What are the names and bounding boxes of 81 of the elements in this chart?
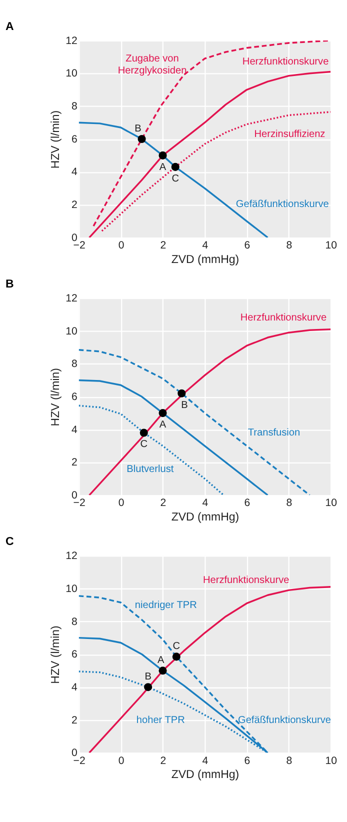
line-series	[88, 586, 331, 753]
x-tick-label: 10	[325, 497, 338, 510]
annotation: C	[140, 439, 148, 450]
x-tick-label: 0	[118, 754, 124, 767]
y-tick-label: 2	[72, 456, 78, 469]
point	[178, 389, 186, 398]
x-tick-label: 10	[325, 754, 338, 767]
chart-title: B	[6, 278, 14, 291]
point	[158, 666, 167, 675]
y-tick-label: 4	[72, 424, 78, 436]
y-tick-label: 8	[72, 100, 78, 113]
y-tick-label: 2	[72, 714, 78, 726]
series-label: Herzfunktionskurve	[202, 575, 290, 586]
x-tick-label: 0	[118, 240, 124, 252]
x-tick-label: −2	[73, 497, 86, 510]
annotation: C	[172, 641, 180, 652]
y-axis-title: HZV (l/min)	[50, 110, 62, 169]
x-axis-title: ZVD (mmHg)	[171, 254, 240, 266]
x-axis-title: ZVD (mmHg)	[171, 769, 240, 782]
x-tick-label: 2	[160, 497, 166, 510]
x-tick-label: 6	[244, 754, 250, 767]
x-tick-label: 4	[202, 497, 208, 510]
y-tick-label: 8	[72, 358, 78, 370]
x-tick-label: 10	[325, 240, 338, 252]
point	[144, 683, 152, 692]
line-series	[78, 348, 311, 496]
y-tick-label: 4	[72, 166, 78, 178]
x-tick-label: 8	[286, 754, 292, 767]
annotation: A	[159, 419, 166, 430]
series-label: Herzfunktionskurve	[240, 312, 327, 324]
line-series	[88, 328, 331, 496]
x-tick-label: 0	[118, 497, 124, 510]
y-tick-label: 10	[66, 582, 78, 595]
x-tick-label: 8	[286, 497, 292, 510]
y-axis-title: HZV (l/min)	[50, 368, 62, 426]
y-tick-label: 4	[72, 681, 78, 694]
y-tick-label: 6	[72, 133, 78, 146]
x-tick-label: 2	[160, 240, 166, 252]
point	[158, 409, 167, 418]
y-tick-label: 12	[66, 550, 78, 562]
x-tick-label: 2	[160, 754, 166, 767]
y-tick-label: 12	[66, 292, 78, 304]
x-tick-label: 4	[202, 754, 208, 767]
line-series	[101, 111, 331, 232]
y-tick-label: 10	[66, 68, 78, 80]
series-label: Transfusion	[248, 428, 300, 439]
series-label: Zugabe von Herzglykosiden	[118, 53, 187, 76]
point	[138, 135, 146, 144]
x-tick-label: 6	[244, 240, 250, 252]
x-tick-label: 4	[202, 240, 208, 252]
chart-title: A	[6, 20, 15, 33]
series-label: Herzfunktionskurve	[242, 56, 330, 68]
y-tick-label: 8	[72, 616, 78, 628]
annotation: C	[172, 173, 179, 184]
point	[158, 151, 167, 160]
annotation: A	[157, 654, 164, 666]
x-tick-label: 8	[286, 240, 292, 252]
series-label: Blutverlust	[126, 464, 174, 475]
y-tick-label: 6	[72, 648, 78, 661]
y-tick-label: 2	[72, 199, 78, 212]
chart-title: C	[6, 536, 14, 548]
y-tick-label: 12	[66, 34, 78, 47]
point	[171, 162, 180, 171]
y-tick-label: 6	[72, 391, 78, 403]
y-tick-label: 10	[66, 325, 78, 338]
annotation: B	[134, 123, 142, 134]
x-tick-label: 6	[244, 497, 250, 510]
x-tick-label: −2	[73, 754, 86, 767]
point	[140, 428, 148, 437]
series-label: Gefäßfunktionskurve	[236, 198, 330, 210]
series-label: niedriger TPR	[134, 600, 197, 611]
annotation: A	[159, 162, 166, 173]
series-label: hoher TPR	[136, 714, 185, 726]
annotation: B	[144, 671, 152, 682]
x-axis-title: ZVD (mmHg)	[171, 512, 240, 524]
line-series	[92, 40, 331, 227]
annotation: B	[181, 400, 188, 411]
point	[172, 652, 180, 661]
series-label: Herzinsuffizienz	[254, 128, 326, 140]
series-label: Gefäßfunktionskurve	[238, 714, 332, 726]
y-axis-title: HZV (l/min)	[50, 625, 62, 684]
